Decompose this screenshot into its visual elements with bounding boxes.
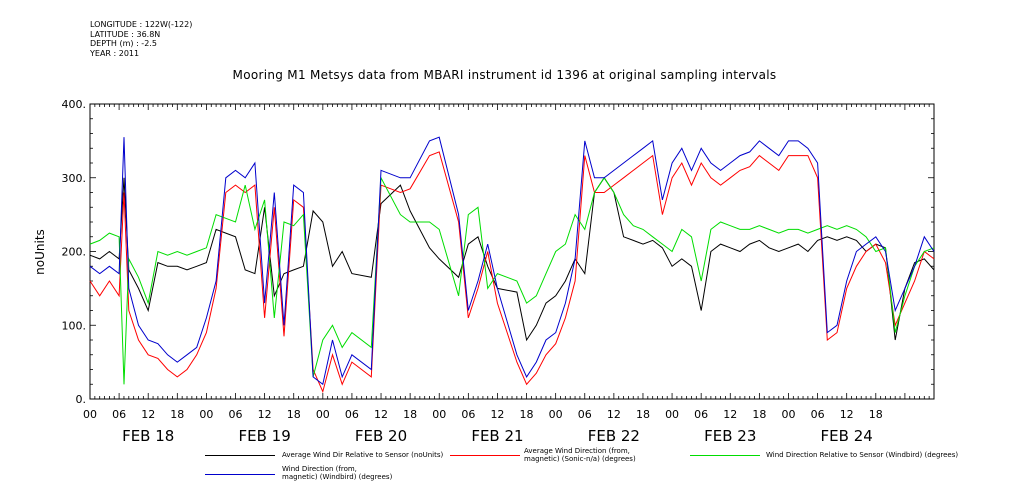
metadata-block: LONGITUDE : 122W(-122) LATITUDE : 36.8N …	[90, 20, 192, 58]
day-label-2: FEB 20	[355, 427, 407, 445]
chart-title: Mooring M1 Metsys data from MBARI instru…	[232, 68, 777, 82]
day-label-6: FEB 24	[821, 427, 873, 445]
legend-label-1: Average Wind Direction (from, magnetic) …	[524, 447, 636, 463]
day-label-0: FEB 18	[122, 427, 174, 445]
legend-label-3: Wind Direction (from, magnetic) (Windbir…	[282, 465, 393, 481]
x-tick-label-18: 12	[607, 408, 621, 421]
x-tick-label-2: 12	[141, 408, 155, 421]
x-tick-label-16: 00	[549, 408, 563, 421]
legend-swatch-2	[690, 455, 760, 456]
x-tick-label-9: 06	[345, 408, 359, 421]
series-line-3	[89, 136, 935, 386]
series-line-1	[89, 151, 935, 394]
x-tick-label-6: 12	[258, 408, 272, 421]
x-tick-label-20: 00	[665, 408, 679, 421]
x-tick-label-0: 00	[83, 408, 97, 421]
y-tick-label-0: 0.	[76, 393, 87, 406]
depth-label: DEPTH (m) : -2.5	[90, 39, 157, 48]
y-tick-label-3: 300.	[62, 172, 87, 185]
legend-label-2: Wind Direction Relative to Sensor (Windb…	[766, 451, 959, 459]
x-tick-label-25: 06	[811, 408, 825, 421]
legend-swatch-3	[205, 474, 275, 475]
legend-label-0: Average Wind Dir Relative to Sensor (noU…	[282, 451, 444, 459]
x-tick-label-22: 12	[723, 408, 737, 421]
x-tick-label-15: 18	[520, 408, 534, 421]
y-tick-label-4: 400.	[62, 98, 87, 111]
x-tick-label-3: 18	[170, 408, 184, 421]
x-tick-label-1: 06	[112, 408, 126, 421]
x-tick-label-17: 06	[578, 408, 592, 421]
x-tick-label-19: 18	[636, 408, 650, 421]
x-tick-label-5: 06	[229, 408, 243, 421]
series-line-0	[89, 176, 935, 342]
day-label-1: FEB 19	[238, 427, 290, 445]
x-tick-label-23: 18	[752, 408, 766, 421]
x-tick-label-7: 18	[287, 408, 301, 421]
x-tick-label-27: 18	[869, 408, 883, 421]
day-label-5: FEB 23	[704, 427, 756, 445]
x-tick-label-21: 06	[694, 408, 708, 421]
day-label-4: FEB 22	[588, 427, 640, 445]
x-tick-label-8: 00	[316, 408, 330, 421]
day-label-3: FEB 21	[471, 427, 523, 445]
x-tick-label-24: 00	[781, 408, 795, 421]
x-tick-label-11: 18	[403, 408, 417, 421]
x-tick-label-13: 06	[461, 408, 475, 421]
y-tick-label-2: 200.	[62, 246, 87, 259]
x-tick-label-14: 12	[490, 408, 504, 421]
x-tick-label-4: 00	[199, 408, 213, 421]
latitude-label: LATITUDE : 36.8N	[90, 29, 161, 39]
x-tick-label-12: 00	[432, 408, 446, 421]
longitude-label: LONGITUDE : 122W(-122)	[90, 20, 193, 29]
y-tick-label-1: 100.	[62, 319, 87, 332]
legend-swatch-0	[205, 455, 275, 456]
legend-swatch-1	[450, 455, 520, 456]
y-axis-label: noUnits	[33, 229, 47, 275]
series-line-2	[89, 175, 935, 385]
x-tick-label-26: 12	[840, 408, 854, 421]
year-label: YEAR : 2011	[90, 48, 140, 58]
x-tick-label-10: 12	[374, 408, 388, 421]
